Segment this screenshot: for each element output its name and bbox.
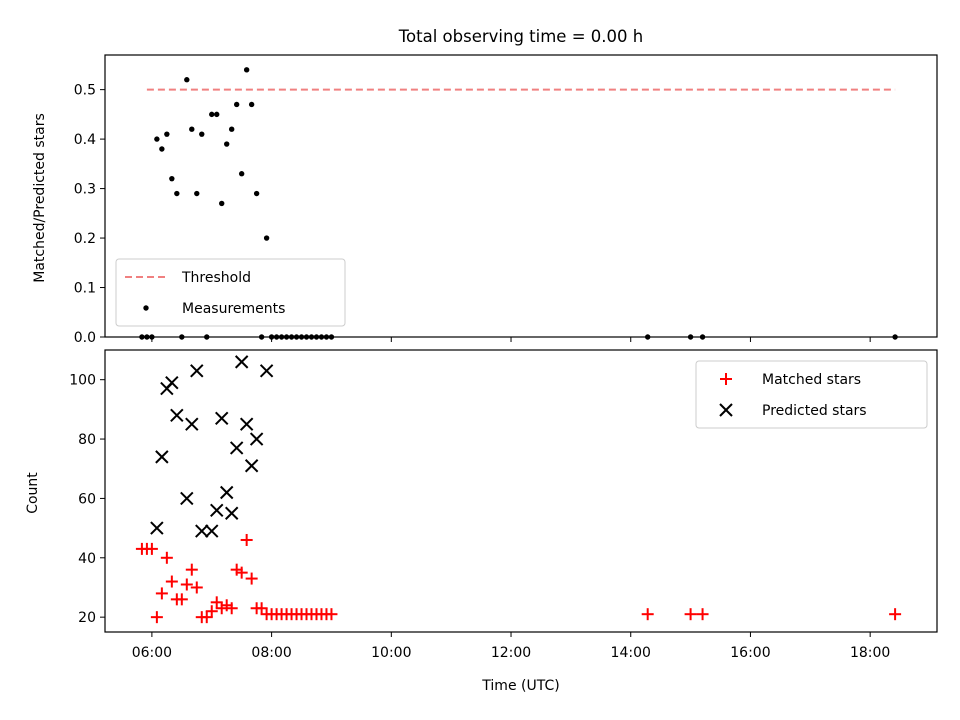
measurement-point (209, 111, 215, 118)
count-y-tick-label: 60 (78, 491, 96, 507)
matched-star-marker (185, 563, 198, 576)
count-y-tick-label: 80 (78, 432, 96, 448)
measurement-point (174, 190, 180, 197)
matched-star-marker (684, 608, 697, 621)
predicted-star-marker (244, 459, 259, 473)
ratio-y-tick-label: 0.5 (74, 83, 96, 99)
x-axis-label: Time (UTC) (481, 678, 559, 694)
ratio-legend: Threshold Measurements (115, 258, 346, 327)
measurement-point (199, 131, 205, 137)
predicted-star-marker (229, 441, 244, 455)
count-x-tick-label: 10:00 (371, 645, 411, 661)
predicted-star-marker (259, 364, 274, 378)
matched-star-marker (180, 578, 193, 591)
matched-star-marker (160, 551, 173, 564)
figure-title: Total observing time = 0.00 h (398, 27, 643, 46)
predicted-star-marker (224, 506, 239, 520)
measurement-point (243, 67, 250, 73)
count-y-tick-label: 40 (78, 551, 96, 567)
ratio-y-tick-label: 0.1 (74, 281, 96, 297)
matched-star-marker (235, 566, 248, 579)
count-legend-box (695, 360, 928, 429)
matched-star-marker (325, 608, 338, 621)
predicted-star-marker (210, 503, 224, 518)
predicted-star-marker (234, 355, 249, 369)
matched-star-marker (145, 542, 158, 555)
matched-star-marker (641, 608, 654, 621)
measurement-point (253, 190, 260, 197)
predicted-star-marker (249, 432, 264, 446)
ratio-legend-box (115, 258, 346, 327)
predicted-star-marker (195, 524, 209, 538)
count-plot-frame (104, 349, 938, 633)
count-panel: Count 06:00 08:00 10:00 12:00 14:00 16:00 18:0… (25, 349, 938, 661)
measurement-point (248, 101, 255, 108)
measurements-legend-label: Measurements (182, 301, 285, 317)
predicted-star-marker (190, 364, 204, 378)
measurement-point (219, 200, 225, 207)
count-x-tick-label: 14:00 (611, 645, 651, 661)
matched-star-marker (245, 572, 258, 585)
measurement-point (233, 101, 240, 108)
matched-star-marker (190, 581, 203, 594)
count-y-axis-label: Count (25, 472, 41, 514)
ratio-y-tick-label: 0.0 (74, 330, 96, 346)
matched-star-marker (696, 608, 709, 621)
count-x-tick-label: 16:00 (730, 645, 770, 661)
measurement-point (214, 111, 220, 118)
measurement-point (194, 190, 200, 197)
count-x-tick-label: 06:00 (132, 645, 172, 661)
predicted-legend-label: Predicted stars (762, 403, 867, 419)
predicted-star-marker (215, 411, 229, 425)
matched-star-marker (150, 611, 163, 624)
matched-star-marker (205, 605, 218, 618)
predicted-star-marker (205, 524, 219, 538)
count-x-tick-label: 08:00 (251, 645, 291, 661)
measurement-point (164, 131, 170, 137)
predicted-star-marker (239, 417, 254, 431)
ratio-y-tick-label: 0.3 (74, 182, 96, 198)
matched-star-marker (889, 608, 902, 621)
matched-star-marker (225, 602, 238, 615)
matched-legend-label: Matched stars (762, 372, 861, 388)
measurements-legend-marker (143, 305, 149, 311)
ratio-panel: Matched/Predicted stars 0.0 0.1 0.2 0.3 0.4 0… (32, 54, 938, 346)
measurement-point (189, 126, 195, 132)
ratio-y-tick-label: 0.4 (74, 132, 96, 148)
matched-star-marker (165, 575, 178, 588)
predicted-star-marker (165, 375, 179, 390)
matched-star-marker (175, 593, 188, 606)
count-x-tick-label: 12:00 (491, 645, 531, 661)
count-legend: Matched stars Predicted stars (695, 360, 928, 429)
measurement-point (228, 126, 235, 132)
matched-star-marker (155, 587, 168, 600)
predicted-star-marker (220, 485, 234, 500)
predicted-star-marker (185, 417, 199, 431)
count-y-tick-label: 20 (78, 610, 96, 626)
ratio-plot-frame (104, 54, 938, 338)
predicted-star-marker (170, 408, 184, 423)
ratio-y-axis-label: Matched/Predicted stars (32, 113, 48, 283)
count-x-tick-label: 18:00 (850, 645, 890, 661)
predicted-star-marker (150, 521, 164, 535)
predicted-star-marker (155, 450, 169, 464)
threshold-legend-label: Threshold (181, 270, 251, 286)
count-y-tick-label: 100 (69, 373, 96, 389)
measurement-point (263, 235, 270, 241)
matched-legend-marker (720, 373, 732, 385)
measurement-point (238, 171, 245, 177)
measurement-point (224, 141, 230, 147)
measurement-point (184, 77, 190, 83)
predicted-legend-marker (719, 403, 733, 417)
ratio-y-tick-label: 0.2 (74, 231, 96, 247)
matched-star-marker (240, 533, 253, 546)
predicted-star-marker (180, 491, 194, 506)
measurement-point (154, 136, 160, 142)
measurement-point (159, 146, 165, 152)
measurement-point (169, 175, 175, 182)
